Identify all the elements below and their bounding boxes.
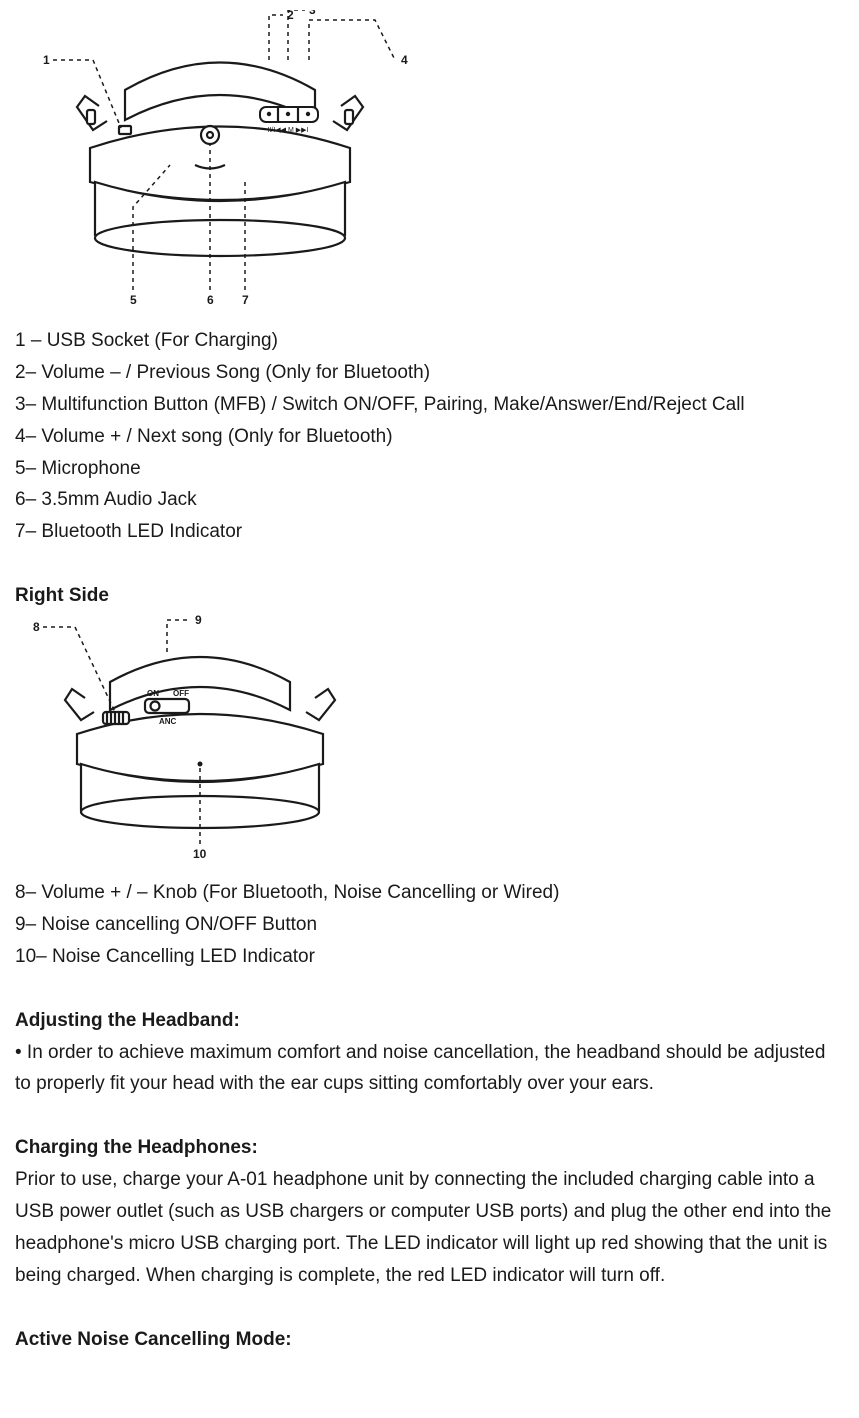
part-2: 2– Volume – / Previous Song (Only for Bl…: [15, 357, 844, 389]
part-5: 5– Microphone: [15, 453, 844, 485]
text-charging: Prior to use, charge your A-01 headphone…: [15, 1164, 844, 1292]
heading-adjusting: Adjusting the Headband:: [15, 1005, 844, 1037]
left-side-illustration: II/I◀◀ M ▶▶I 1 2 3 4 5 6 7: [15, 10, 425, 310]
anc-label: ANC: [159, 717, 177, 726]
callout-6: 6: [207, 293, 214, 307]
callout-3: 3: [309, 10, 316, 17]
heading-right-side: Right Side: [15, 580, 844, 612]
diagram-left-side: II/I◀◀ M ▶▶I 1 2 3 4 5 6 7: [15, 10, 844, 321]
part-6: 6– 3.5mm Audio Jack: [15, 484, 844, 516]
part-4: 4– Volume + / Next song (Only for Blueto…: [15, 421, 844, 453]
heading-charging: Charging the Headphones:: [15, 1132, 844, 1164]
callout-10: 10: [193, 847, 207, 861]
diagram-right-side: ON OFF ANC 8 9 10: [15, 612, 844, 873]
button-label-small: II/I◀◀ M ▶▶I: [268, 127, 309, 134]
part-7: 7– Bluetooth LED Indicator: [15, 516, 844, 548]
anc-on-label: ON: [147, 689, 159, 698]
part-10: 10– Noise Cancelling LED Indicator: [15, 941, 844, 973]
callout-2: 2: [287, 10, 294, 22]
callout-1: 1: [43, 53, 50, 67]
callout-5: 5: [130, 293, 137, 307]
part-8: 8– Volume + / – Knob (For Bluetooth, Noi…: [15, 877, 844, 909]
callout-4: 4: [401, 53, 408, 67]
text-adjusting: • In order to achieve maximum comfort an…: [15, 1037, 844, 1101]
part-9: 9– Noise cancelling ON/OFF Button: [15, 909, 844, 941]
part-1: 1 – USB Socket (For Charging): [15, 325, 844, 357]
callout-8: 8: [33, 620, 40, 634]
callout-7: 7: [242, 293, 249, 307]
callout-9: 9: [195, 613, 202, 627]
heading-anc-mode: Active Noise Cancelling Mode:: [15, 1324, 844, 1356]
part-3: 3– Multifunction Button (MFB) / Switch O…: [15, 389, 844, 421]
right-side-illustration: ON OFF ANC 8 9 10: [15, 612, 375, 862]
anc-off-label: OFF: [173, 689, 189, 698]
